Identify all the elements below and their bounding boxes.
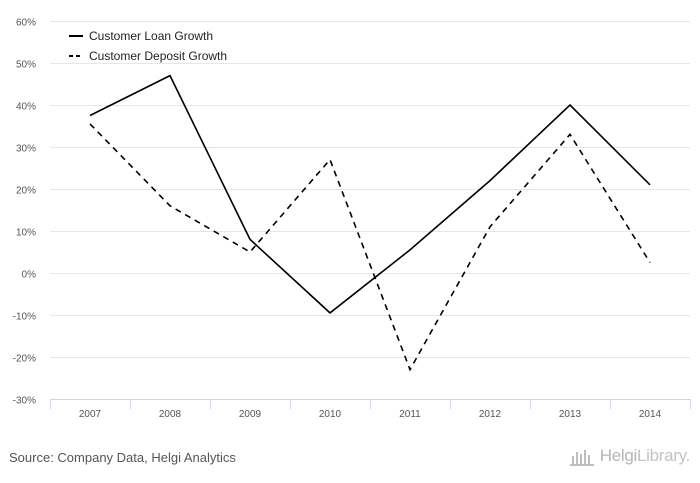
y-tick-label: 20% bbox=[16, 186, 36, 197]
y-tick-label: -10% bbox=[13, 312, 36, 323]
y-axis: -30% -20% -10% 0% 10% 20% 30% 40% 50% 60% bbox=[13, 18, 36, 407]
library-icon bbox=[569, 450, 594, 466]
legend-label: Customer Deposit Growth bbox=[89, 49, 227, 63]
footer: Source: Company Data, Helgi Analytics He… bbox=[0, 440, 700, 483]
y-tick-label: 60% bbox=[16, 18, 36, 29]
series-line-1 bbox=[89, 74, 651, 314]
y-tick-label: 0% bbox=[22, 270, 37, 281]
x-tick-label: 2013 bbox=[559, 409, 582, 420]
series-line-2 bbox=[89, 123, 651, 372]
y-tick-label: 40% bbox=[16, 102, 36, 113]
x-tick-label: 2009 bbox=[239, 409, 262, 420]
y-tick-label: -30% bbox=[13, 396, 36, 407]
x-tick-label: 2011 bbox=[399, 409, 421, 420]
x-tick-label: 2010 bbox=[319, 409, 342, 420]
x-tick-label: 2012 bbox=[479, 409, 502, 420]
line-chart: -30%-20%-10%0%10%20%30%40%50%60% 2007 200… bbox=[13, 18, 691, 420]
brand-name: HelgiLibrary. bbox=[599, 446, 691, 465]
grid-lines bbox=[50, 21, 690, 358]
y-tick-label: -20% bbox=[13, 354, 36, 365]
source-note: Source: Company Data, Helgi Analytics bbox=[9, 450, 236, 465]
x-tick-label: 2014 bbox=[639, 409, 662, 420]
series-lines bbox=[89, 74, 651, 372]
y-tick-label: 30% bbox=[16, 144, 36, 155]
y-tick-label: 50% bbox=[16, 60, 36, 71]
x-axis: 2007 2008 2009 2010 2011 2012 2013 2014 bbox=[50, 399, 691, 420]
x-tick-label: 2007 bbox=[79, 409, 102, 420]
y-tick-label: 10% bbox=[16, 228, 36, 239]
legend-label: Customer Loan Growth bbox=[89, 29, 213, 43]
legend: Customer Loan Growth Customer Deposit Gro… bbox=[69, 29, 227, 63]
x-tick-label: 2008 bbox=[159, 409, 182, 420]
brand-logo[interactable]: HelgiLibrary. bbox=[569, 446, 691, 466]
